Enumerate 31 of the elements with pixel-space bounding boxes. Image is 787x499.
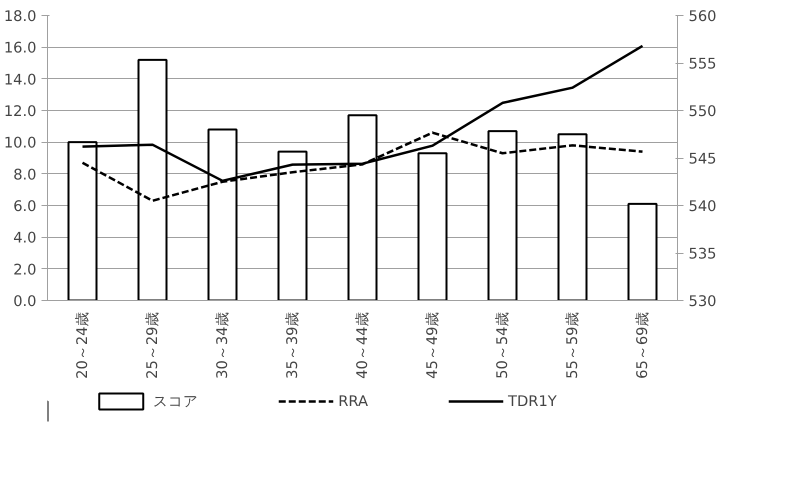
x-tick-label: 45～49歳 [424,311,441,379]
y2-tick-label: 560 [688,8,716,25]
y-tick-label: 10.0 [4,134,37,152]
x-tick-label: 20～24歳 [74,311,91,379]
x-tick-label: 30～34歳 [214,311,231,379]
y2-tick-label: 535 [688,246,716,262]
y-tick-label: 0.0 [13,293,37,310]
y2-tick-label: 545 [688,150,716,168]
x-tick-label: 50～54歳 [494,311,511,379]
bar [628,202,658,300]
y-tick-label: 8.0 [13,166,37,184]
x-tick-label: 55～59歳 [564,311,581,379]
y2-tick-label: 530 [688,293,716,310]
y-tick-label: 18.0 [4,8,37,25]
y-tick-label: 6.0 [13,198,37,215]
legend-label: スコア [153,392,198,410]
y-tick-label: 14.0 [4,71,37,88]
x-tick-label: 40～44歳 [354,311,371,379]
y-tick-label: 4.0 [13,230,37,247]
x-tick-label: 35～39歳 [284,311,301,379]
y2-tick-label: 550 [688,103,716,120]
legend-label: TDR1Y [508,392,557,410]
y-tick-label: 12.0 [4,103,37,120]
y2-tick-label: 555 [688,56,716,72]
x-tick-label: 25～29歳 [144,311,161,379]
y2-tick-label: 540 [688,198,716,215]
legend-label: RRA [338,392,368,410]
y-tick-label: 16.0 [4,40,37,57]
x-tick-label: 65～69歳 [634,311,651,379]
y-tick-label: 2.0 [13,261,37,278]
bar [418,152,448,300]
